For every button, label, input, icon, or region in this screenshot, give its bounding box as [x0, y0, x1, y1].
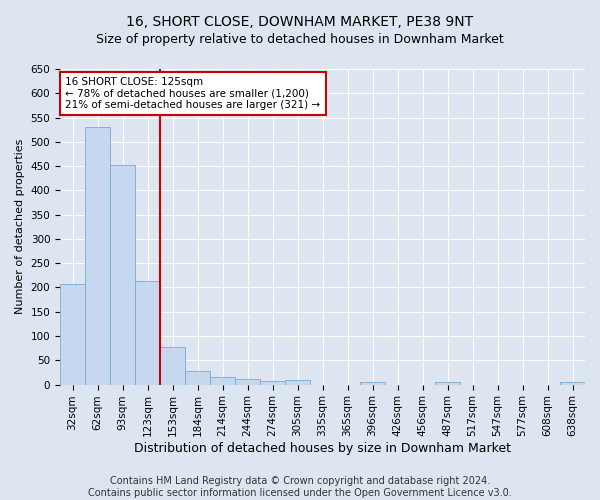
- Bar: [160, 346, 185, 385]
- Text: 16, SHORT CLOSE, DOWNHAM MARKET, PE38 9NT: 16, SHORT CLOSE, DOWNHAM MARKET, PE38 9N…: [127, 15, 473, 29]
- Bar: [235, 379, 260, 384]
- Bar: [260, 380, 285, 384]
- Y-axis label: Number of detached properties: Number of detached properties: [15, 139, 25, 314]
- Bar: [185, 372, 210, 384]
- Bar: [210, 378, 235, 384]
- Bar: [285, 380, 310, 384]
- Bar: [435, 382, 460, 384]
- Text: Contains HM Land Registry data © Crown copyright and database right 2024.
Contai: Contains HM Land Registry data © Crown c…: [88, 476, 512, 498]
- Text: 16 SHORT CLOSE: 125sqm
← 78% of detached houses are smaller (1,200)
21% of semi-: 16 SHORT CLOSE: 125sqm ← 78% of detached…: [65, 77, 320, 110]
- Bar: [135, 281, 160, 384]
- Bar: [360, 382, 385, 384]
- Bar: [560, 382, 585, 384]
- Text: Size of property relative to detached houses in Downham Market: Size of property relative to detached ho…: [96, 32, 504, 46]
- Bar: [60, 284, 85, 384]
- X-axis label: Distribution of detached houses by size in Downham Market: Distribution of detached houses by size …: [134, 442, 511, 455]
- Bar: [110, 165, 135, 384]
- Bar: [85, 128, 110, 384]
